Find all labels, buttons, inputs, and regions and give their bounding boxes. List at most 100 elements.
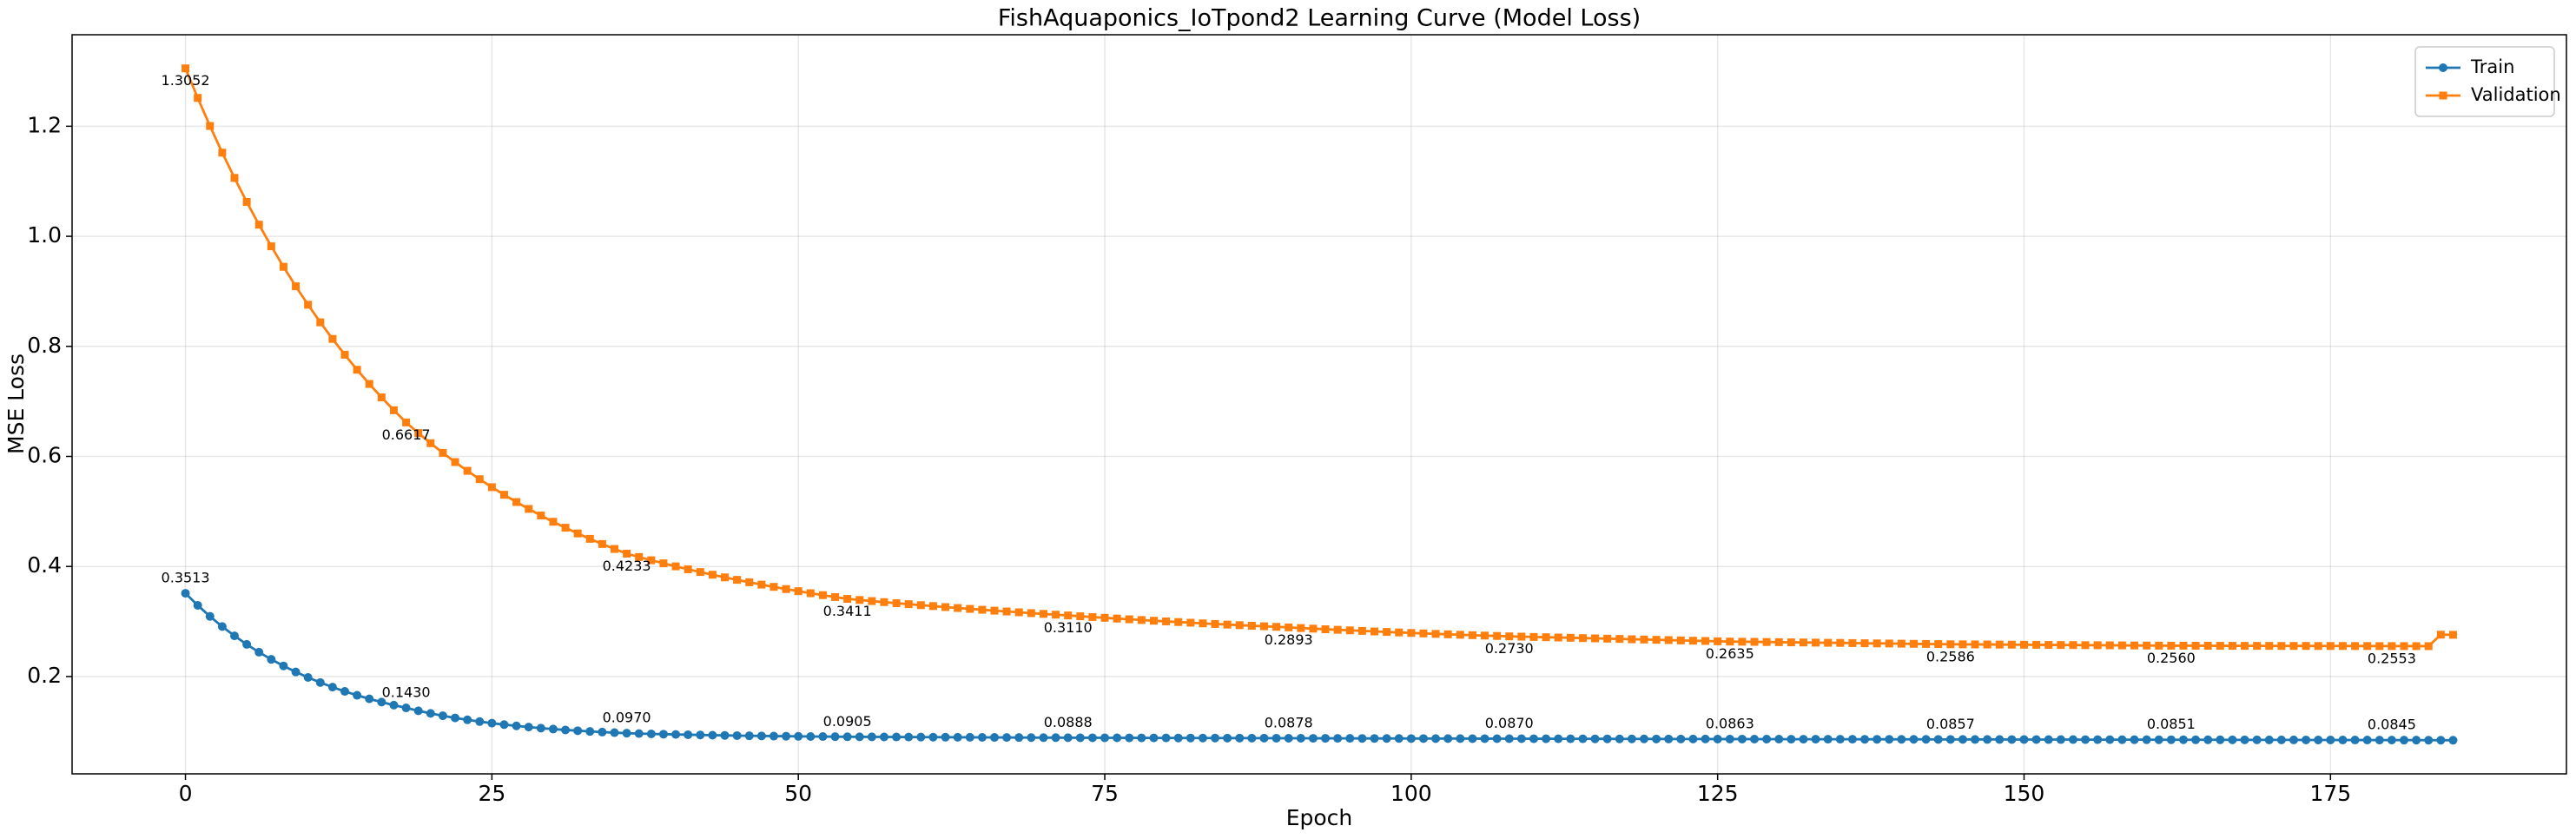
marker <box>1812 638 1820 647</box>
marker <box>1309 624 1318 633</box>
marker <box>267 655 276 664</box>
marker <box>1762 735 1772 744</box>
marker <box>536 723 545 733</box>
marker <box>1333 734 1343 743</box>
marker <box>1149 733 1159 743</box>
marker <box>1885 735 1894 744</box>
marker <box>1321 625 1330 633</box>
marker <box>414 429 423 438</box>
marker <box>2044 641 2053 650</box>
x-tick-label: 150 <box>2004 781 2045 806</box>
marker <box>855 596 864 604</box>
marker <box>230 174 239 182</box>
marker <box>1787 735 1796 744</box>
marker <box>658 730 668 739</box>
marker <box>977 732 987 742</box>
marker <box>2142 735 2151 744</box>
marker <box>1357 734 1367 743</box>
marker <box>720 730 730 740</box>
marker <box>340 687 350 697</box>
marker <box>181 589 190 598</box>
marker <box>941 732 950 742</box>
marker <box>279 262 287 271</box>
marker <box>1639 734 1648 743</box>
marker <box>1688 637 1697 645</box>
marker <box>340 350 349 359</box>
chart-title: FishAquaponics_IoTpond2 Learning Curve (… <box>998 5 1641 32</box>
marker <box>389 700 399 710</box>
marker <box>1173 733 1183 743</box>
marker <box>782 585 790 593</box>
marker <box>291 667 301 677</box>
marker <box>708 571 717 579</box>
y-tick-label: 0.8 <box>27 333 62 358</box>
marker <box>1922 639 1931 648</box>
marker <box>756 731 766 741</box>
marker <box>463 715 472 724</box>
marker <box>2363 642 2372 651</box>
marker <box>1027 733 1036 743</box>
marker <box>1787 638 1795 647</box>
data-label: 0.0888 <box>1044 714 1093 730</box>
marker <box>2155 641 2163 650</box>
marker <box>2302 642 2310 651</box>
marker <box>2081 735 2091 744</box>
marker <box>1554 633 1562 642</box>
marker <box>1615 734 1624 743</box>
marker <box>831 592 840 601</box>
marker <box>1774 735 1784 744</box>
marker <box>2007 735 2017 744</box>
marker <box>1578 634 1587 643</box>
marker <box>2117 735 2127 744</box>
marker <box>1088 612 1097 621</box>
marker <box>2143 641 2151 650</box>
marker <box>1161 733 1171 743</box>
marker <box>487 718 497 728</box>
marker <box>916 732 926 742</box>
marker <box>2338 642 2347 651</box>
marker <box>2400 642 2408 651</box>
marker <box>818 732 828 742</box>
marker <box>1443 734 1453 743</box>
marker <box>1357 626 1366 635</box>
marker <box>439 448 447 457</box>
marker <box>537 512 545 520</box>
marker <box>353 690 362 700</box>
marker <box>855 732 864 742</box>
data-label: 0.2635 <box>1706 645 1754 662</box>
legend-label: Train <box>2470 56 2514 77</box>
marker <box>2326 735 2335 744</box>
data-label: 0.0905 <box>823 713 872 730</box>
marker <box>1137 733 1146 743</box>
marker <box>1958 640 1967 649</box>
marker <box>487 483 496 492</box>
marker <box>732 730 742 740</box>
marker <box>954 604 962 612</box>
marker <box>1847 735 1857 744</box>
marker <box>1199 619 1207 628</box>
marker <box>327 683 337 692</box>
marker <box>303 673 313 682</box>
marker <box>1860 735 1870 744</box>
marker <box>634 729 644 738</box>
marker <box>1468 631 1476 639</box>
marker <box>2228 642 2236 651</box>
marker <box>524 723 533 732</box>
marker <box>561 725 571 735</box>
marker <box>1186 618 1195 627</box>
marker <box>1811 735 1820 744</box>
marker <box>1738 638 1747 646</box>
marker <box>1297 624 1305 632</box>
marker <box>1100 613 1109 622</box>
x-tick-label: 100 <box>1390 781 1432 806</box>
marker <box>2130 735 2139 744</box>
marker <box>1333 625 1342 634</box>
marker <box>671 562 680 571</box>
marker <box>879 732 888 742</box>
marker <box>2276 735 2286 744</box>
marker <box>2019 735 2029 744</box>
marker <box>1971 735 1980 744</box>
marker <box>1860 639 1869 648</box>
x-tick-label: 50 <box>784 781 812 806</box>
marker <box>315 677 325 687</box>
